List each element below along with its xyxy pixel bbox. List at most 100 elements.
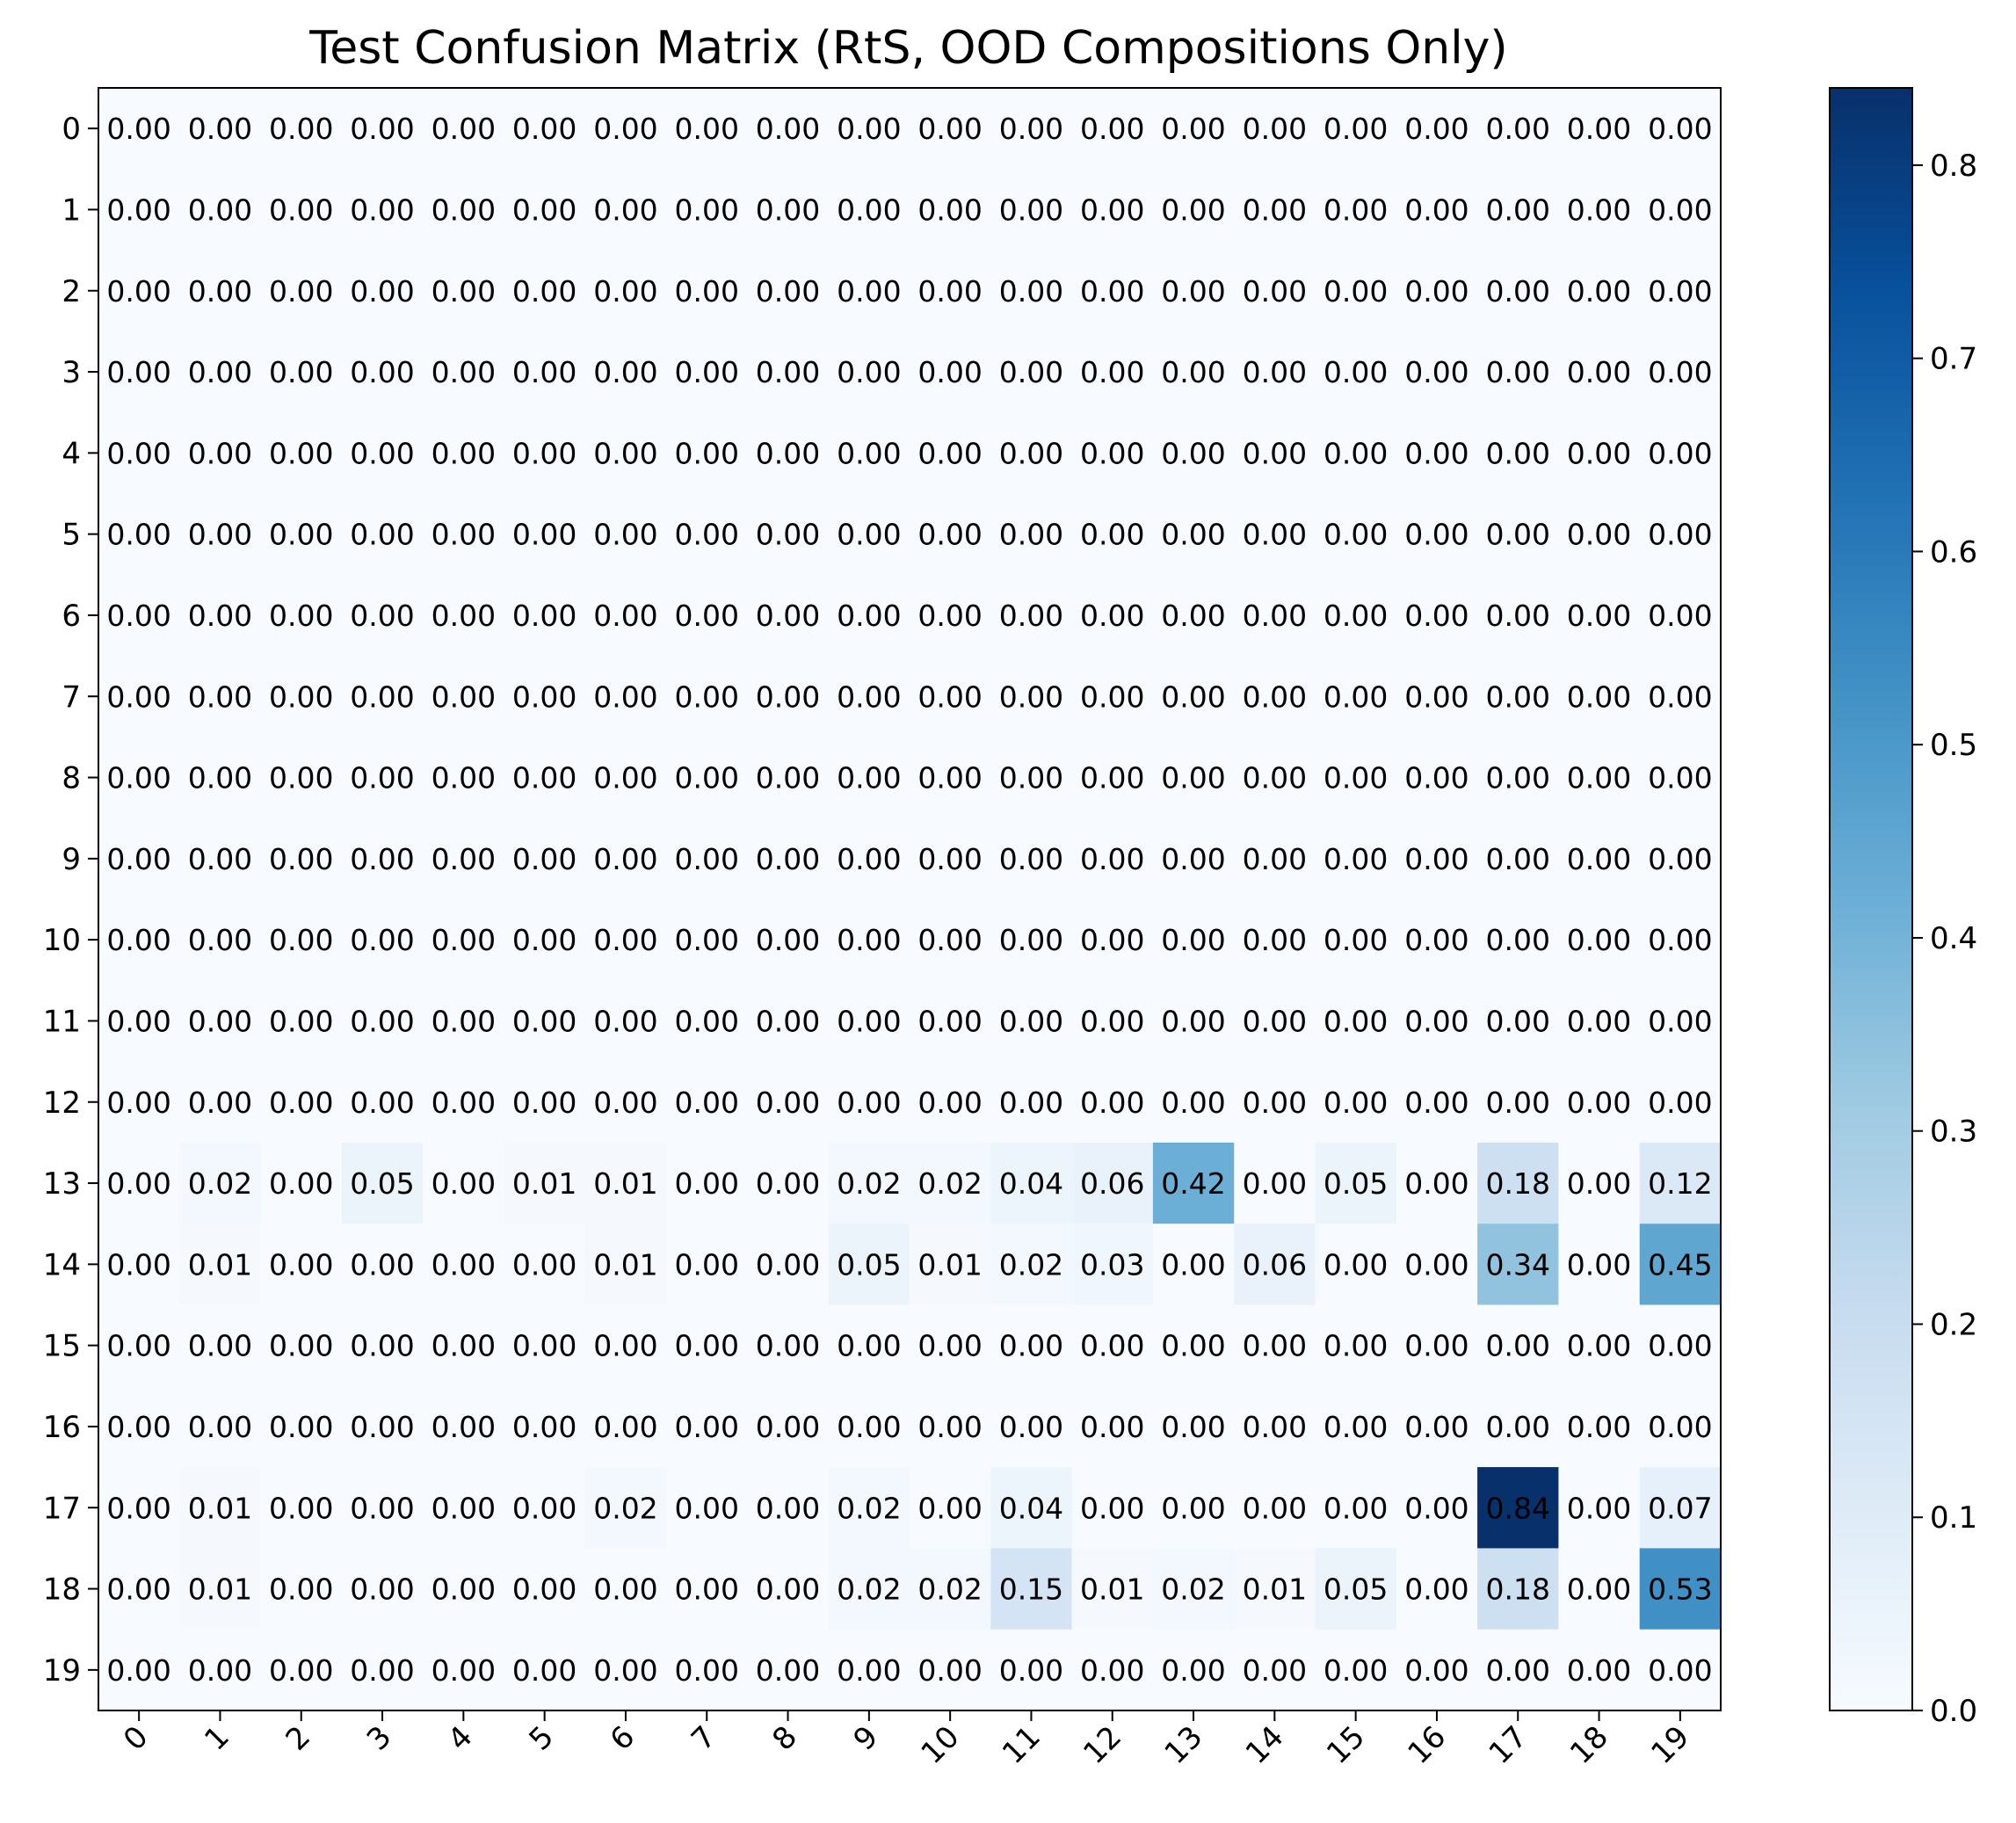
x-tick-label: 16 — [1401, 1719, 1453, 1771]
heatmap-cell — [990, 656, 1073, 737]
cell-value-label: 0.00 — [675, 1653, 739, 1688]
heatmap-cell — [1071, 412, 1154, 495]
x-tick-label: 6 — [604, 1719, 642, 1758]
cell-value-label: 0.00 — [999, 1086, 1063, 1120]
cell-value-label: 0.00 — [1161, 1491, 1225, 1525]
heatmap-cell — [1152, 1385, 1235, 1468]
cell-value-label: 0.00 — [1567, 1572, 1631, 1607]
heatmap-cell — [1639, 737, 1722, 819]
cell-value-label: 0.00 — [1243, 761, 1307, 795]
heatmap-cell — [179, 412, 262, 495]
cell-value-label: 0.00 — [269, 1004, 333, 1038]
heatmap-cell — [423, 574, 505, 657]
heatmap-cell — [341, 1224, 424, 1306]
heatmap-cell — [910, 1467, 991, 1549]
heatmap-cell — [910, 980, 991, 1063]
cell-value-label: 0.00 — [106, 679, 170, 714]
cell-value-label: 0.00 — [1486, 599, 1550, 633]
heatmap-cell — [1152, 656, 1235, 737]
cell-value-label: 0.00 — [1648, 112, 1712, 146]
heatmap-cell — [1071, 330, 1154, 413]
cell-value-label: 0.00 — [756, 599, 820, 633]
cell-value-label: 0.00 — [1404, 192, 1468, 227]
cell-value-label: 0.00 — [1323, 1653, 1388, 1688]
heatmap-cell — [504, 737, 586, 819]
cell-value-label: 0.00 — [350, 599, 414, 633]
heatmap-cell — [1071, 1467, 1154, 1549]
colorbar-tick-label: 0.4 — [1930, 921, 1977, 956]
heatmap-cell — [1071, 493, 1154, 576]
heatmap-cell — [1234, 169, 1316, 251]
heatmap-cell — [1315, 1548, 1397, 1631]
cell-value-label: 0.00 — [1404, 1166, 1468, 1201]
y-tick-label: 4 — [62, 436, 81, 471]
y-tick-label: 13 — [43, 1166, 81, 1202]
heatmap-cell — [1396, 412, 1478, 495]
heatmap-cell — [1477, 412, 1559, 495]
heatmap-cell — [504, 1142, 586, 1224]
heatmap-cell — [747, 1467, 830, 1549]
heatmap-cell — [1639, 1548, 1722, 1631]
heatmap-cell — [1234, 493, 1316, 576]
x-tick-label: 18 — [1563, 1719, 1615, 1771]
cell-value-label: 0.00 — [1648, 842, 1712, 876]
cell-value-label: 0.00 — [350, 679, 414, 714]
cell-value-label: 0.00 — [756, 1166, 820, 1201]
cell-value-label: 0.00 — [1567, 1086, 1631, 1120]
cell-value-label: 0.00 — [837, 192, 901, 227]
heatmap-cell — [1152, 1304, 1235, 1387]
heatmap-cell — [747, 169, 830, 251]
cell-value-label: 0.00 — [188, 1329, 252, 1363]
cell-value-label: 0.00 — [593, 1004, 657, 1038]
heatmap-cell — [423, 493, 505, 576]
cell-value-label: 0.00 — [431, 355, 496, 389]
heatmap-cell — [179, 574, 262, 657]
x-tick-label: 5 — [522, 1719, 561, 1758]
heatmap-cell — [584, 412, 667, 495]
heatmap-cell — [1071, 1142, 1154, 1224]
heatmap-cell — [1558, 1548, 1641, 1631]
heatmap-cell — [990, 169, 1073, 251]
cell-value-label: 0.00 — [1243, 1491, 1307, 1525]
cell-value-label: 0.00 — [756, 1491, 820, 1525]
heatmap-cell — [98, 1224, 180, 1306]
heatmap-cell — [584, 1629, 667, 1711]
x-tick-label: 4 — [441, 1719, 480, 1758]
colorbar-tick-label: 0.7 — [1930, 342, 1977, 377]
cell-value-label: 0.00 — [512, 518, 577, 552]
x-axis: 0 1 2 3 4 5 6 7 8 9 10 11 12 13 14 15 16 17 18 19 — [117, 1710, 1696, 1771]
heatmap-cell — [910, 1304, 991, 1387]
cell-value-label: 0.01 — [593, 1166, 657, 1201]
heatmap-cell — [1071, 1061, 1154, 1144]
heatmap-cell — [1071, 1224, 1154, 1306]
cell-value-label: 0.00 — [1161, 923, 1225, 957]
cell-value-label: 0.00 — [1486, 923, 1550, 957]
cell-value-label: 0.00 — [1161, 679, 1225, 714]
cell-value-label: 0.00 — [106, 1247, 170, 1282]
heatmap-cell — [1315, 1142, 1397, 1224]
cell-value-label: 0.00 — [512, 1410, 577, 1444]
cell-value-label: 0.00 — [1080, 1410, 1144, 1444]
cell-value-label: 0.01 — [593, 1247, 657, 1282]
heatmap-cell — [1234, 737, 1316, 819]
heatmap-cell — [1234, 817, 1316, 900]
heatmap-cell — [747, 88, 830, 170]
cell-value-label: 0.00 — [756, 1247, 820, 1282]
cell-value-label: 0.00 — [1243, 842, 1307, 876]
cell-value-label: 0.00 — [188, 1653, 252, 1688]
heatmap-cell — [1071, 169, 1154, 251]
x-tick-label: 14 — [1239, 1719, 1291, 1771]
cell-value-label: 0.00 — [1567, 1004, 1631, 1038]
cell-value-label: 0.01 — [1080, 1572, 1144, 1607]
heatmap-cell — [990, 88, 1073, 170]
heatmap-cell — [504, 1629, 586, 1711]
cell-value-label: 0.00 — [1161, 1410, 1225, 1444]
cell-value-label: 0.00 — [1243, 192, 1307, 227]
cell-value-label: 0.53 — [1648, 1572, 1712, 1607]
cell-value-label: 0.00 — [1243, 518, 1307, 552]
cell-value-label: 0.00 — [1567, 1653, 1631, 1688]
heatmap-cell — [666, 1061, 748, 1144]
heatmap-cell — [666, 412, 748, 495]
heatmap-cell — [747, 1142, 830, 1224]
